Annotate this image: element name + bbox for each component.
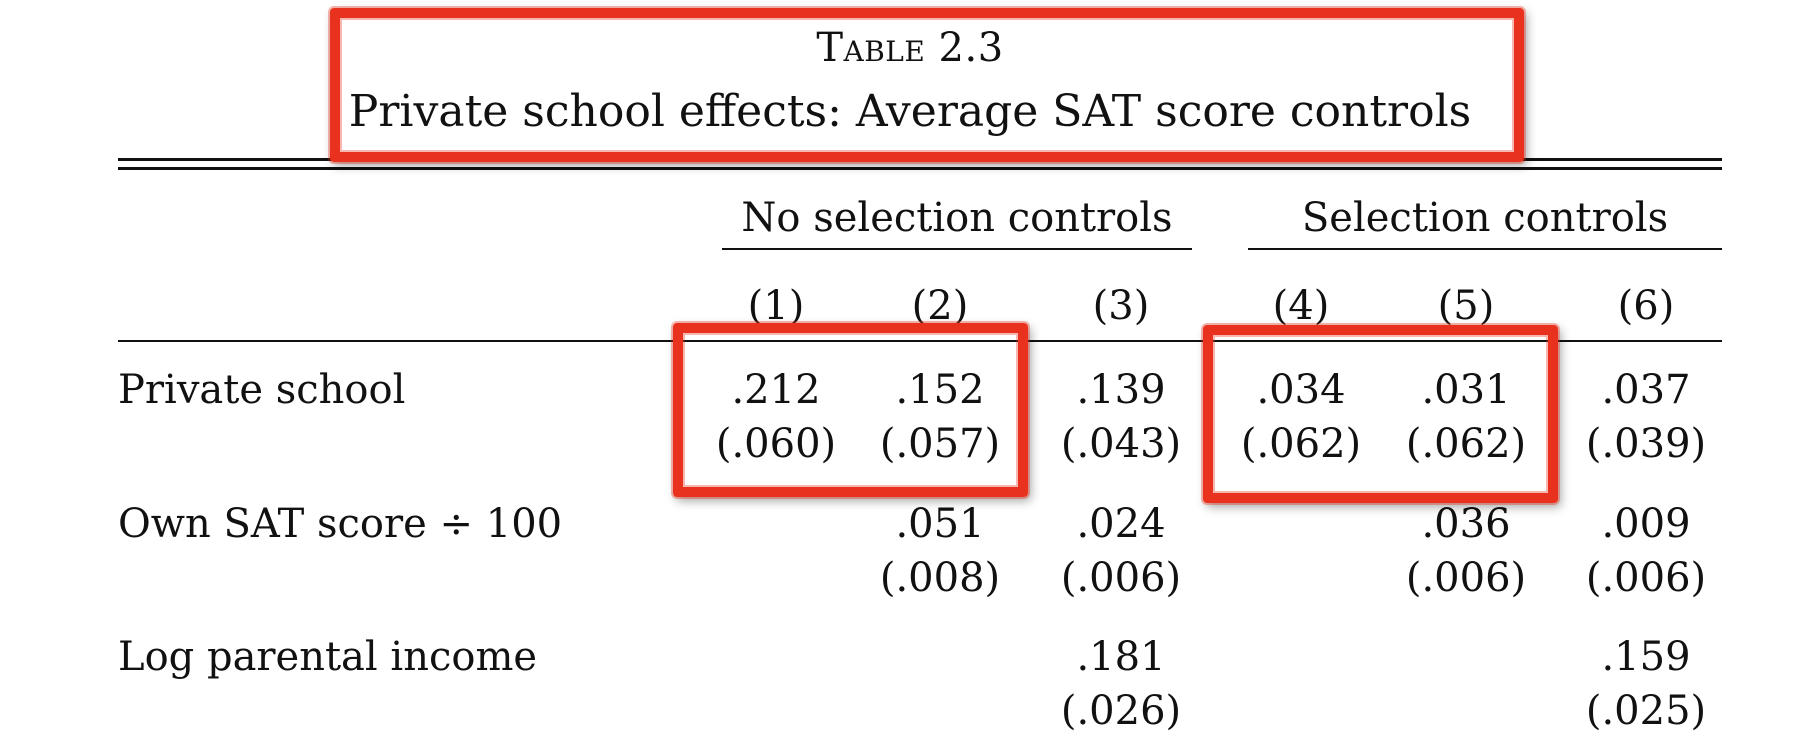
std-error-cell: (.006): [1585, 555, 1707, 601]
estimate-cell: .031: [1421, 367, 1511, 413]
estimate-cell: .159: [1601, 634, 1691, 680]
estimate-cell: .051: [895, 501, 985, 547]
cols-4-5-highlight-box: [1203, 325, 1558, 503]
column-header-1: (1): [747, 283, 805, 329]
std-error-cell: (.062): [1240, 421, 1362, 467]
estimate-cell: .212: [731, 367, 821, 413]
std-error-cell: (.026): [1060, 688, 1182, 734]
column-header-3: (3): [1092, 283, 1150, 329]
header-rule: [118, 340, 1722, 342]
top-rule: [118, 158, 1722, 161]
estimate-cell: .037: [1601, 367, 1691, 413]
row-label-private-school: Private school: [118, 367, 406, 413]
column-header-4: (4): [1272, 283, 1330, 329]
std-error-cell: (.057): [879, 421, 1001, 467]
std-error-cell: (.006): [1060, 555, 1182, 601]
std-error-cell: (.025): [1585, 688, 1707, 734]
std-error-cell: (.039): [1585, 421, 1707, 467]
estimate-cell: .036: [1421, 501, 1511, 547]
group-rule-selection: [1248, 248, 1722, 250]
std-error-cell: (.006): [1405, 555, 1527, 601]
column-header-6: (6): [1617, 283, 1675, 329]
estimate-cell: .009: [1601, 501, 1691, 547]
column-header-5: (5): [1437, 283, 1495, 329]
std-error-cell: (.043): [1060, 421, 1182, 467]
estimate-cell: .152: [895, 367, 985, 413]
row-label-own-sat: Own SAT score ÷ 100: [118, 501, 563, 547]
std-error-cell: (.062): [1405, 421, 1527, 467]
group-header-selection: Selection controls: [1301, 195, 1669, 241]
estimate-cell: .139: [1076, 367, 1166, 413]
top-rule-second: [118, 167, 1722, 170]
table-number: Table 2.3: [816, 25, 1004, 71]
std-error-cell: (.060): [715, 421, 837, 467]
estimate-cell: .181: [1076, 634, 1166, 680]
column-header-2: (2): [911, 283, 969, 329]
row-label-log-parental-income: Log parental income: [118, 634, 538, 680]
group-rule-no-selection: [722, 248, 1192, 250]
table-title: Private school effects: Average SAT scor…: [348, 86, 1472, 137]
group-header-no-selection: No selection controls: [741, 195, 1173, 241]
estimate-cell: .024: [1076, 501, 1166, 547]
estimate-cell: .034: [1256, 367, 1346, 413]
std-error-cell: (.008): [879, 555, 1001, 601]
